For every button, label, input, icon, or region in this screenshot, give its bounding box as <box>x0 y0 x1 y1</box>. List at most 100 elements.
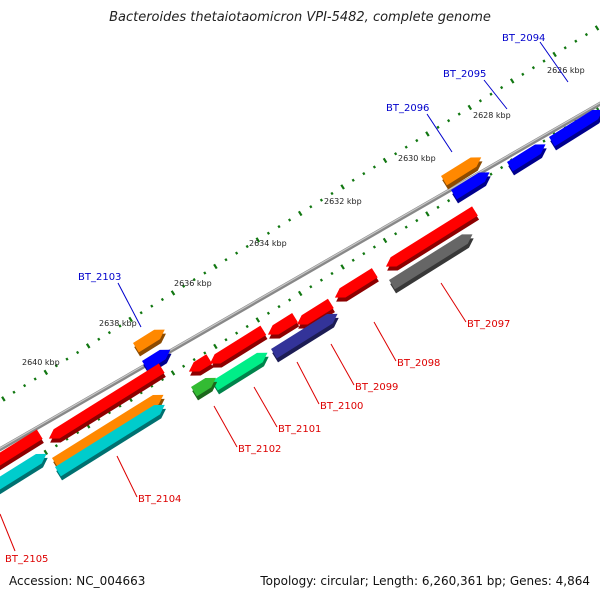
gene-arrow-bt2105-body <box>0 429 43 466</box>
outer-tick-ring-dot <box>85 343 91 349</box>
gene-arrow-bt2097-gray-body <box>389 234 473 290</box>
gene-arrow-bt2104-cyan-body <box>55 404 165 477</box>
gene-arrow-bt2099-body <box>296 298 334 325</box>
outer-tick-ring-dot <box>170 290 176 296</box>
inner-tick-ring-dot <box>425 211 430 217</box>
inner-tick-ring-dot <box>213 343 218 350</box>
inner-tick-ring-dot <box>340 264 345 270</box>
genome-backbone <box>0 101 600 452</box>
outer-tick-ring-dot <box>415 138 419 143</box>
tick-label: 2628 kbp <box>473 111 511 120</box>
gene-label-reverse: BT_2097 <box>467 319 510 330</box>
inner-tick-ring-dot <box>266 311 271 315</box>
outer-tick-ring-dot <box>118 324 122 328</box>
gene-leader-line <box>373 321 397 362</box>
outer-tick-ring-dot <box>531 66 536 70</box>
outer-tick-ring-dot <box>394 152 398 156</box>
outer-tick-ring-dot <box>107 330 111 335</box>
inner-tick-ring-dot <box>224 338 228 342</box>
gene-arrow-bt2102-green-body <box>191 377 216 397</box>
inner-tick-ring-dot <box>372 245 377 249</box>
inner-tick-ring-dot <box>235 331 239 335</box>
outer-tick-ring-dot <box>139 311 143 315</box>
inner-tick-ring-dot <box>192 358 196 362</box>
gene-leader-line <box>117 282 142 328</box>
outer-tick-ring-dot <box>340 184 345 190</box>
inner-tick-ring-dot <box>351 258 355 262</box>
gene-arrow-bt2103-orange-body <box>133 329 165 353</box>
gene-arrow-bt2096-body <box>451 172 490 200</box>
inner-tick-ring-dot <box>319 278 324 282</box>
outer-tick-ring-dot <box>521 72 525 76</box>
gene-leader-line <box>116 455 138 498</box>
outer-tick-ring-dot <box>467 104 473 111</box>
gene-arrow-bt2097 <box>385 206 480 271</box>
inner-tick-ring-dot <box>297 290 303 297</box>
inner-tick-ring-dot <box>245 324 249 329</box>
gene-arrow-bt2103-body <box>142 349 171 371</box>
gene-arrow-bt2096-orange <box>441 157 483 190</box>
gene-arrow-bt2102 <box>188 354 214 376</box>
outer-tick-ring-dot <box>235 251 239 255</box>
outer-tick-ring-dot <box>478 99 483 103</box>
outer-tick-ring-dot <box>22 383 27 388</box>
outer-tick-ring-dot <box>224 258 228 262</box>
outer-tick-ring-dot <box>404 145 408 149</box>
outer-tick-ring-dot <box>500 85 504 90</box>
gene-arrow-bt2101-body <box>209 325 267 364</box>
outer-tick-ring-dot <box>213 263 218 270</box>
gene-label-reverse: BT_2104 <box>138 494 181 505</box>
gene-arrow-bt2102-body <box>188 354 213 372</box>
gene-arrow-bt2100-body <box>267 313 298 335</box>
gene-label-reverse: BT_2102 <box>238 444 281 455</box>
gene-leader-line <box>440 282 467 323</box>
tick-label: 2630 kbp <box>398 154 436 163</box>
outer-tick-ring-dot <box>1 396 6 402</box>
outer-tick-ring-dot <box>574 39 578 43</box>
gene-label-reverse: BT_2105 <box>5 554 48 565</box>
inner-tick-ring-dot <box>447 199 451 203</box>
gene-arrow-bt2103-orange <box>133 329 166 357</box>
outer-tick-ring-dot <box>457 112 461 116</box>
outer-tick-ring-dot <box>76 350 80 355</box>
outer-tick-ring-dot <box>584 32 589 37</box>
gene-arrow-bt2105-cyan <box>0 453 48 495</box>
gene-leader-line <box>296 361 320 405</box>
gene-label-forward: BT_2095 <box>443 69 486 80</box>
gene-arrow-bt2104-body <box>48 363 165 439</box>
gene-label-reverse: BT_2099 <box>355 382 398 393</box>
gene-arrow-bt2101-mint <box>212 352 269 395</box>
outer-tick-ring-dot <box>203 271 207 275</box>
outer-tick-ring-dot <box>150 304 154 308</box>
inner-tick-ring-dot <box>436 205 440 209</box>
gene-arrow-bt2101 <box>209 325 268 368</box>
inner-tick-ring-dot <box>382 237 388 244</box>
map-title: Bacteroides thetaiotaomicron VPI-5482, c… <box>109 10 491 25</box>
outer-tick-ring-dot <box>182 284 186 288</box>
tick-label: 2626 kbp <box>547 66 585 75</box>
gene-arrow-bt2097-body <box>385 206 478 267</box>
gene-arrow-bt2094 <box>549 109 600 151</box>
gene-label-forward: BT_2094 <box>502 33 545 44</box>
inner-tick-ring-dot <box>54 444 58 448</box>
outer-tick-ring-dot <box>319 198 324 202</box>
outer-tick-ring-dot <box>54 364 58 368</box>
outer-tick-ring-dot <box>594 25 600 31</box>
outer-tick-ring-dot <box>362 172 366 176</box>
outer-tick-ring-dot <box>65 357 69 361</box>
outer-tick-ring-dot <box>43 369 49 376</box>
gene-leader-line <box>213 405 238 448</box>
outer-tick-ring-dot <box>33 377 37 381</box>
tick-label: 2632 kbp <box>324 197 362 206</box>
inner-tick-ring-dot <box>542 139 546 143</box>
outer-tick-ring-dot <box>12 390 16 394</box>
gene-label-reverse: BT_2100 <box>320 401 363 412</box>
tick-label: 2636 kbp <box>174 279 212 288</box>
inner-tick-ring-dot <box>489 172 493 176</box>
gene-arrow-bt2098-body <box>334 268 378 298</box>
inner-tick-ring-dot <box>309 285 313 289</box>
gene-leader-line <box>0 513 16 552</box>
inner-tick-ring-dot <box>330 271 334 276</box>
outer-tick-ring-dot <box>266 231 271 235</box>
